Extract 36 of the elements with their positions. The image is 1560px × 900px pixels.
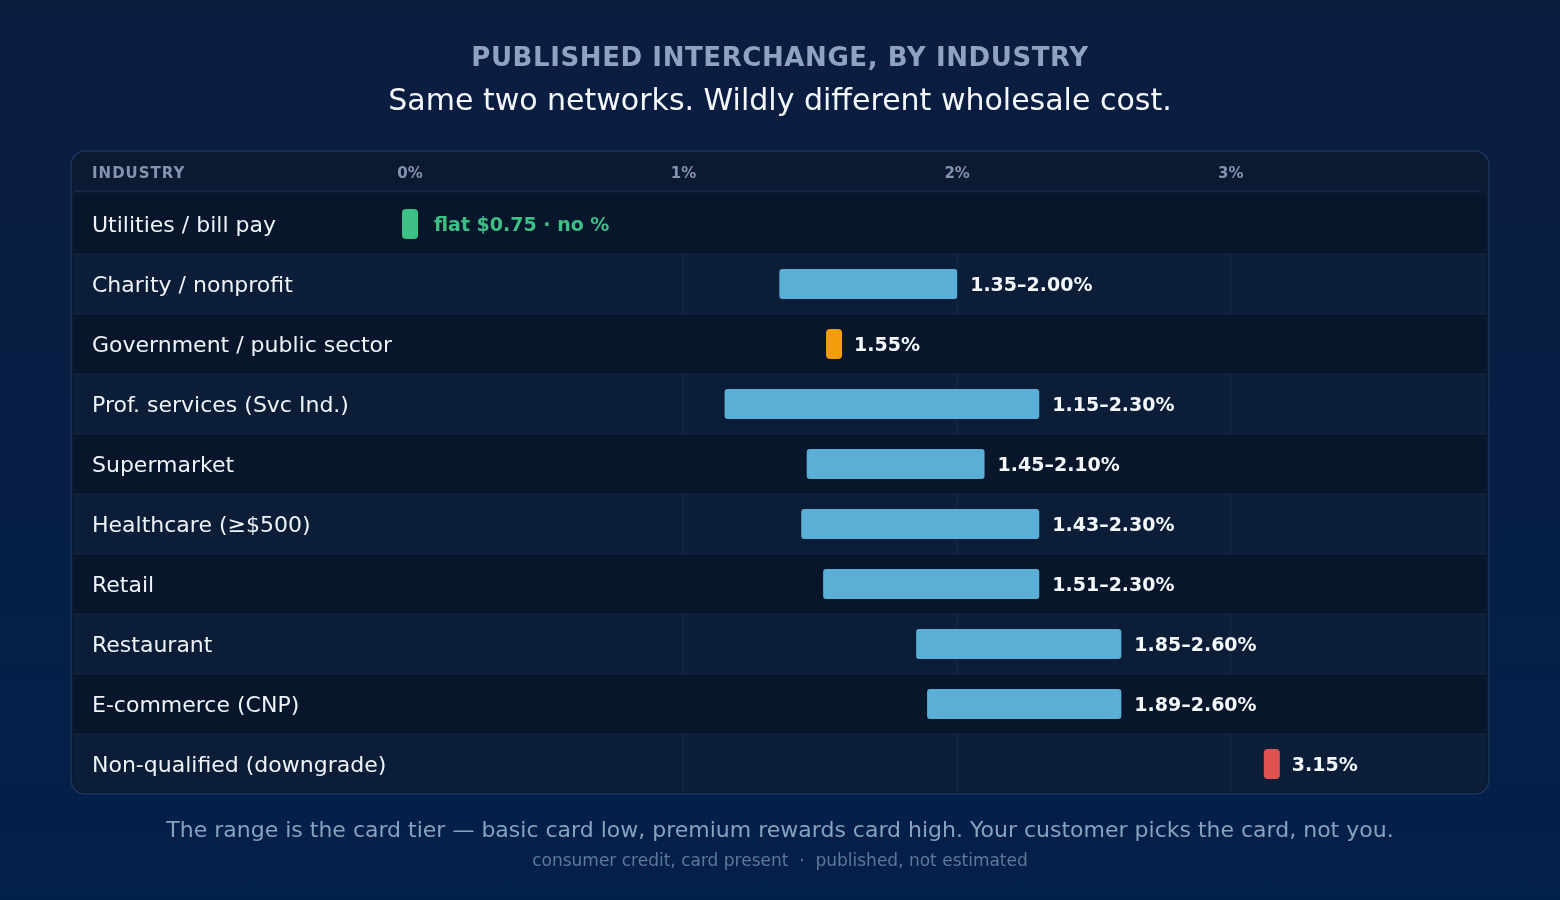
x-tick-label: 3% — [1218, 164, 1244, 182]
annotation: 1.43–2.30% — [1052, 513, 1175, 535]
text: consumer credit, card present · published, not estimated — [532, 850, 1028, 870]
y-tick-label: E-commerce (CNP) — [92, 691, 300, 717]
y-tick-label: Prof. services (Svc Ind.) — [92, 391, 349, 417]
chart-subtitle: Same two networks. Wildly different wholesale cost. — [388, 82, 1172, 117]
annotation: 1.89–2.60% — [1134, 693, 1257, 715]
bar — [823, 569, 1040, 599]
annotation: flat $0.75 · no % — [434, 213, 610, 235]
y-tick-label: Supermarket — [92, 451, 235, 477]
y-tick-label: Non-qualified (downgrade) — [92, 751, 387, 777]
bar — [724, 389, 1040, 419]
y-tick-label: Healthcare (≥$500) — [92, 511, 311, 537]
text: The range is the card tier — basic card low, premium rewards card high. Your customer picks the card, not you. — [165, 817, 1394, 842]
annotation: 1.45–2.10% — [997, 453, 1120, 475]
y-tick-label: Restaurant — [92, 631, 213, 657]
y-tick-label: Retail — [92, 571, 155, 597]
x-tick-label: 1% — [670, 164, 697, 182]
x-tick-label: 0% — [397, 164, 423, 182]
bar — [916, 629, 1122, 659]
annotation: 1.15–2.30% — [1052, 393, 1175, 415]
bar — [806, 449, 985, 479]
annotation: 1.51–2.30% — [1052, 573, 1175, 595]
bar — [801, 509, 1040, 539]
data-label: 1.55% — [854, 333, 920, 355]
y-axis-title: INDUSTRY — [92, 164, 186, 182]
data-label: 3.15% — [1291, 753, 1358, 775]
y-tick-label: Government / public sector — [92, 331, 393, 357]
annotation: 1.35–2.00% — [970, 273, 1093, 295]
chart-title: PUBLISHED INTERCHANGE, BY INDUSTRY — [471, 42, 1090, 72]
bar — [927, 689, 1122, 719]
y-tick-label: Utilities / bill pay — [92, 211, 276, 237]
bar — [779, 269, 958, 299]
annotation: 1.85–2.60% — [1134, 633, 1257, 655]
y-tick-label: Charity / nonprofit — [92, 271, 294, 297]
x-tick-label: 2% — [944, 164, 970, 182]
